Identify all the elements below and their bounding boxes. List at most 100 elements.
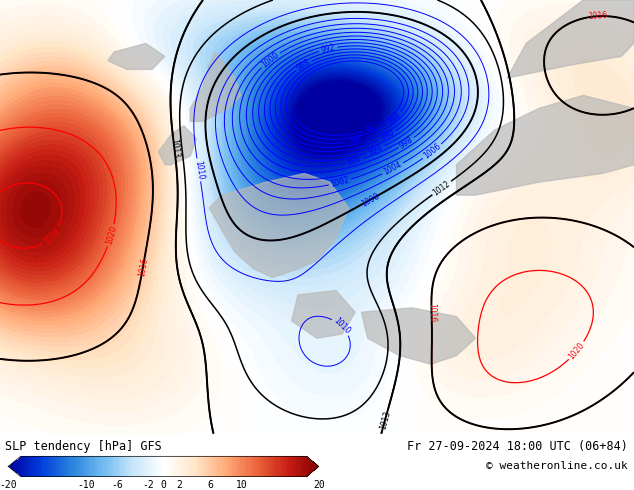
Polygon shape <box>61 456 62 476</box>
Polygon shape <box>26 456 27 476</box>
Polygon shape <box>95 456 96 476</box>
Polygon shape <box>286 456 287 476</box>
Polygon shape <box>243 456 244 476</box>
Polygon shape <box>31 456 32 476</box>
Polygon shape <box>237 456 238 476</box>
Polygon shape <box>273 456 275 476</box>
Text: 0: 0 <box>160 480 167 490</box>
Text: 2: 2 <box>176 480 182 490</box>
Polygon shape <box>263 456 264 476</box>
Polygon shape <box>39 456 41 476</box>
Polygon shape <box>184 456 185 476</box>
Polygon shape <box>295 456 296 476</box>
Text: SLP tendency [hPa] GFS: SLP tendency [hPa] GFS <box>5 441 162 453</box>
Polygon shape <box>150 456 151 476</box>
Polygon shape <box>56 456 57 476</box>
Polygon shape <box>164 456 165 476</box>
Polygon shape <box>48 456 49 476</box>
Text: 10: 10 <box>235 480 247 490</box>
Polygon shape <box>157 456 158 476</box>
Polygon shape <box>27 456 28 476</box>
Polygon shape <box>234 456 235 476</box>
Text: 1016: 1016 <box>588 11 607 21</box>
Polygon shape <box>165 456 167 476</box>
Polygon shape <box>197 456 198 476</box>
Polygon shape <box>201 456 202 476</box>
Polygon shape <box>233 456 234 476</box>
Polygon shape <box>287 456 288 476</box>
Polygon shape <box>174 456 175 476</box>
Polygon shape <box>105 456 107 476</box>
Polygon shape <box>167 456 168 476</box>
Polygon shape <box>301 456 302 476</box>
Polygon shape <box>117 456 118 476</box>
Polygon shape <box>231 456 232 476</box>
Polygon shape <box>129 456 131 476</box>
Polygon shape <box>64 456 65 476</box>
Polygon shape <box>302 456 304 476</box>
Text: -20: -20 <box>0 480 17 490</box>
Polygon shape <box>171 456 172 476</box>
Polygon shape <box>62 456 63 476</box>
Polygon shape <box>292 291 355 338</box>
Polygon shape <box>257 456 258 476</box>
Polygon shape <box>211 456 212 476</box>
Polygon shape <box>80 456 81 476</box>
Polygon shape <box>262 456 263 476</box>
Polygon shape <box>28 456 29 476</box>
Polygon shape <box>57 456 58 476</box>
Polygon shape <box>173 456 174 476</box>
Polygon shape <box>252 456 253 476</box>
Polygon shape <box>206 456 207 476</box>
Polygon shape <box>37 456 38 476</box>
Polygon shape <box>147 456 148 476</box>
Text: 1016: 1016 <box>427 303 436 322</box>
Polygon shape <box>54 456 55 476</box>
Polygon shape <box>223 456 224 476</box>
Polygon shape <box>131 456 133 476</box>
Polygon shape <box>86 456 87 476</box>
Polygon shape <box>299 456 301 476</box>
Polygon shape <box>82 456 83 476</box>
Text: 1010: 1010 <box>332 317 351 336</box>
Polygon shape <box>260 456 261 476</box>
Polygon shape <box>205 456 206 476</box>
Polygon shape <box>278 456 280 476</box>
Polygon shape <box>11 464 12 469</box>
Polygon shape <box>101 456 103 476</box>
Text: 1008: 1008 <box>359 191 381 208</box>
Polygon shape <box>67 456 68 476</box>
Text: 1024: 1024 <box>42 226 62 246</box>
Polygon shape <box>224 456 226 476</box>
Polygon shape <box>112 456 113 476</box>
Polygon shape <box>202 456 203 476</box>
Polygon shape <box>77 456 79 476</box>
Polygon shape <box>264 456 265 476</box>
Polygon shape <box>209 173 349 277</box>
Polygon shape <box>456 96 634 195</box>
Polygon shape <box>20 457 21 476</box>
Polygon shape <box>146 456 147 476</box>
Polygon shape <box>283 456 284 476</box>
Polygon shape <box>259 456 260 476</box>
Polygon shape <box>52 456 53 476</box>
Polygon shape <box>127 456 128 476</box>
Polygon shape <box>186 456 188 476</box>
Polygon shape <box>59 456 60 476</box>
Polygon shape <box>296 456 297 476</box>
Polygon shape <box>316 464 317 469</box>
Polygon shape <box>307 457 309 476</box>
Polygon shape <box>213 456 214 476</box>
Polygon shape <box>169 456 170 476</box>
Text: 986: 986 <box>348 134 364 147</box>
Polygon shape <box>292 456 293 476</box>
Polygon shape <box>280 456 281 476</box>
Polygon shape <box>276 456 278 476</box>
Polygon shape <box>114 456 115 476</box>
Polygon shape <box>297 456 298 476</box>
Polygon shape <box>133 456 134 476</box>
Polygon shape <box>288 456 289 476</box>
Polygon shape <box>228 456 229 476</box>
Polygon shape <box>255 456 256 476</box>
Polygon shape <box>250 456 252 476</box>
